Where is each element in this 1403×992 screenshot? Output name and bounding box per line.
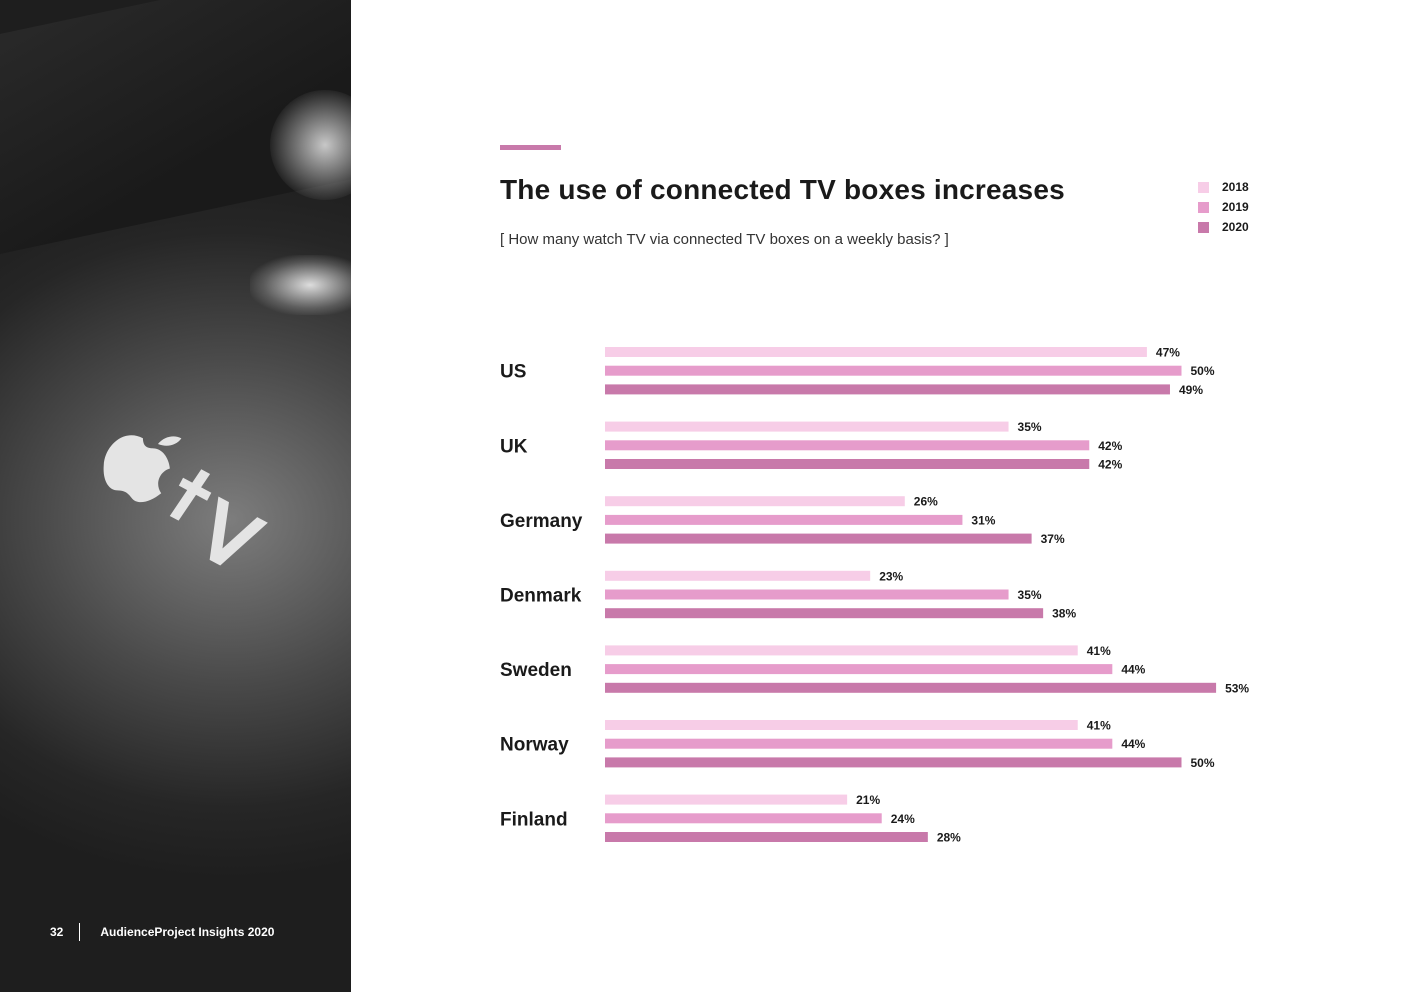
- bar-sweden-2020: [605, 682, 1217, 693]
- value-label-us-2019: 50%: [1191, 364, 1215, 378]
- bar-uk-2018: [605, 421, 1009, 432]
- bar-norway-2019: [605, 738, 1113, 749]
- value-label-sweden-2019: 44%: [1121, 663, 1145, 677]
- publication-name: AudienceProject Insights 2020: [100, 925, 275, 939]
- value-label-us-2018: 47%: [1156, 346, 1180, 360]
- bar-us-2018: [605, 347, 1147, 357]
- value-label-finland-2020: 28%: [937, 831, 961, 845]
- value-label-uk-2018: 35%: [1018, 420, 1042, 434]
- page-number: 32: [50, 925, 64, 939]
- bar-denmark-2019: [605, 589, 1009, 600]
- country-label-us: US: [500, 362, 526, 383]
- value-label-finland-2018: 21%: [856, 793, 880, 807]
- bar-germany-2019: [605, 514, 963, 525]
- country-label-finland: Finland: [500, 809, 568, 830]
- value-label-uk-2019: 42%: [1098, 439, 1122, 453]
- value-label-denmark-2018: 23%: [879, 569, 903, 583]
- value-label-germany-2020: 37%: [1041, 532, 1065, 546]
- chart-title: The use of connected TV boxes increases: [500, 174, 1065, 205]
- bar-denmark-2018: [605, 570, 871, 581]
- chart-subtitle: [ How many watch TV via connected TV box…: [500, 231, 949, 248]
- bar-sweden-2019: [605, 664, 1113, 675]
- value-label-denmark-2019: 35%: [1018, 588, 1042, 602]
- legend-item-2020: 2020: [1198, 217, 1249, 237]
- country-label-sweden: Sweden: [500, 660, 572, 681]
- legend-label-2018: 2018: [1222, 180, 1249, 194]
- legend-swatch-2019: [1198, 201, 1209, 213]
- bar-finland-2020: [605, 832, 928, 842]
- bar-denmark-2020: [605, 608, 1044, 619]
- bar-uk-2020: [605, 459, 1090, 469]
- bar-us-2020: [605, 384, 1170, 395]
- chart-legend: 2018 2019 2020: [1198, 177, 1249, 237]
- value-label-norway-2020: 50%: [1191, 756, 1215, 770]
- bar-norway-2020: [605, 757, 1182, 768]
- legend-swatch-2018: [1198, 181, 1209, 193]
- legend-swatch-2020: [1198, 221, 1209, 233]
- bar-finland-2019: [605, 813, 882, 824]
- value-label-norway-2018: 41%: [1087, 719, 1111, 733]
- footer-divider: [79, 923, 81, 941]
- accent-bar: [500, 145, 561, 150]
- bar-uk-2019: [605, 440, 1090, 451]
- bar-us-2019: [605, 365, 1182, 376]
- legend-item-2019: 2019: [1198, 197, 1249, 217]
- legend-item-2018: 2018: [1198, 177, 1249, 197]
- value-label-sweden-2020: 53%: [1225, 681, 1249, 695]
- value-label-finland-2019: 24%: [891, 812, 915, 826]
- country-label-germany: Germany: [500, 511, 583, 532]
- value-label-uk-2020: 42%: [1098, 458, 1122, 472]
- country-label-norway: Norway: [500, 735, 569, 756]
- country-label-denmark: Denmark: [500, 586, 582, 607]
- value-label-us-2020: 49%: [1179, 383, 1203, 397]
- apple-tv-logo: [103, 435, 268, 566]
- apple-tv-photo: [0, 0, 351, 992]
- bar-germany-2020: [605, 533, 1032, 544]
- value-label-germany-2019: 31%: [971, 513, 995, 527]
- bar-germany-2018: [605, 496, 905, 507]
- legend-label-2019: 2019: [1222, 200, 1249, 214]
- bar-sweden-2018: [605, 645, 1078, 656]
- bar-finland-2018: [605, 794, 848, 805]
- bar-norway-2018: [605, 720, 1078, 730]
- photo-highlight: [270, 90, 351, 200]
- legend-label-2020: 2020: [1222, 220, 1249, 234]
- country-label-uk: UK: [500, 436, 528, 457]
- value-label-sweden-2018: 41%: [1087, 644, 1111, 658]
- page-footer: 32 AudienceProject Insights 2020: [50, 922, 274, 942]
- value-label-norway-2019: 44%: [1121, 737, 1145, 751]
- value-label-denmark-2020: 38%: [1052, 607, 1076, 621]
- value-label-germany-2018: 26%: [914, 495, 938, 509]
- photo-highlight: [250, 255, 351, 315]
